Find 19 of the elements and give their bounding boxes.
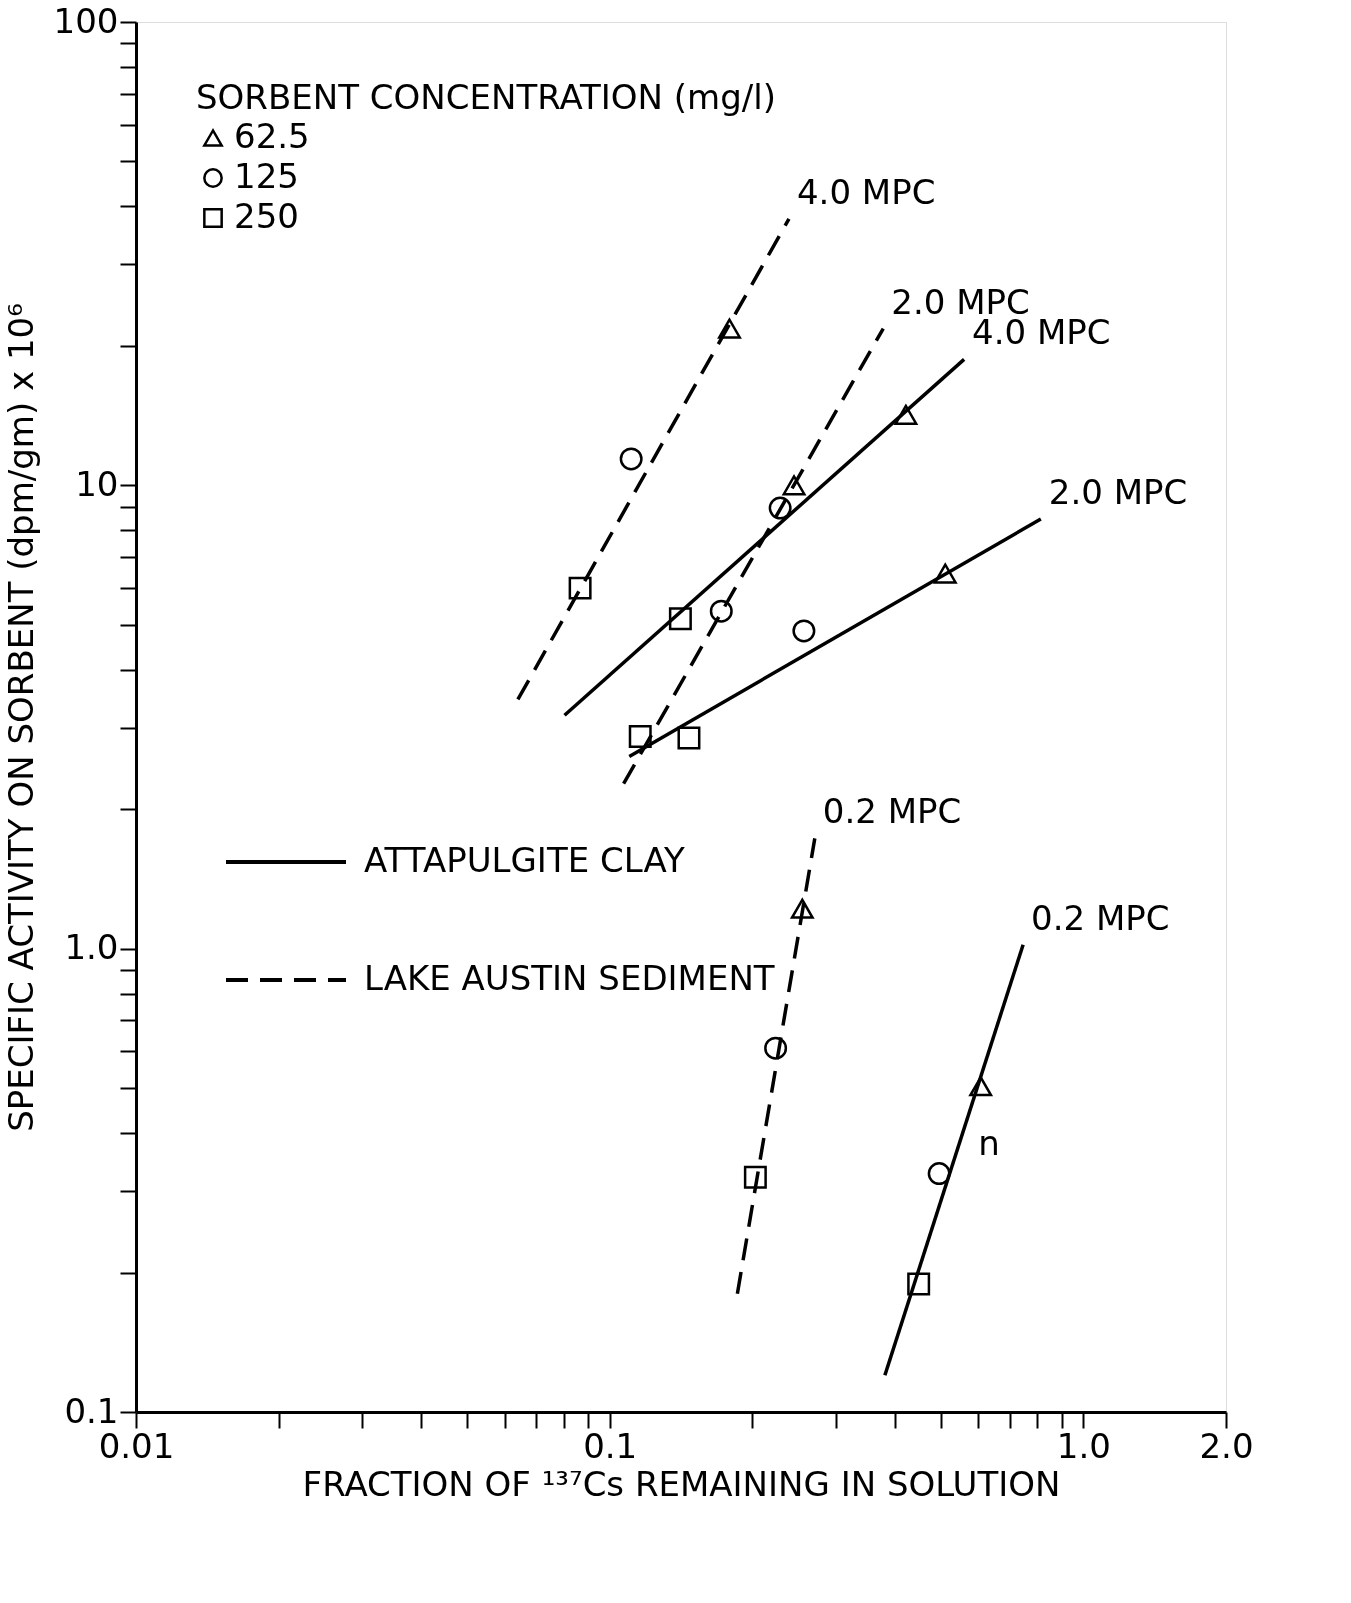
annotation: 0.2 MPC [1031,897,1170,938]
annotation: n [978,1123,1000,1163]
legend-label: LAKE AUSTIN SEDIMENT [364,958,775,998]
legend-title: SORBENT CONCENTRATION (mg/l) [196,77,776,117]
annotation: 2.0 MPC [1048,471,1188,512]
x-tick-label: 2.0 [1199,1425,1254,1466]
x-axis-title: FRACTION OF ¹³⁷Cs REMAINING IN SOLUTION [302,1463,1061,1504]
legend-label: ATTAPULGITE CLAY [364,840,686,880]
y-tick-label: 10 [75,463,119,504]
annotation: 4.0 MPC [796,171,936,212]
y-tick-label: 1.0 [64,927,119,968]
y-axis-title: SPECIFIC ACTIVITY ON SORBENT (dpm/gm) x 10⁶ [0,303,41,1132]
legend-label: 62.5 [234,116,310,156]
x-tick-label: 1.0 [1056,1425,1111,1466]
y-tick-label: 100 [53,0,119,41]
x-tick-label: 0.1 [583,1425,638,1466]
legend-label: 250 [234,196,299,236]
annotation: 0.2 MPC [822,791,962,832]
legend-label: 125 [234,156,299,196]
